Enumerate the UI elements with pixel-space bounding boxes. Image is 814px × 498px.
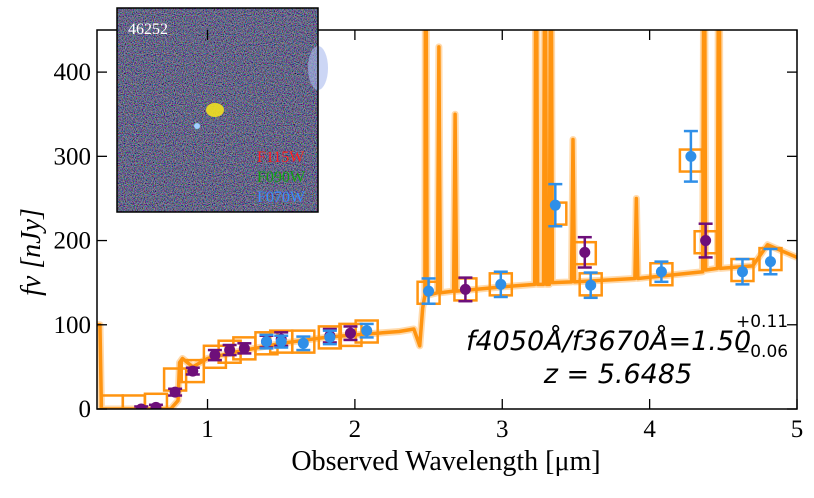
y-tick-label: 0	[79, 396, 92, 423]
x-tick-label: 2	[349, 416, 362, 443]
plot-area	[97, 30, 797, 409]
photometry-point	[224, 344, 236, 356]
y-tick-label: 400	[54, 59, 92, 86]
ratio-lower: −0.06	[736, 342, 788, 362]
photometry-point	[495, 278, 507, 290]
photometry-point	[169, 386, 181, 398]
model-photometry	[202, 344, 228, 370]
photometry-point	[275, 336, 287, 348]
photometry-point	[344, 327, 356, 339]
ratio-annotation: f4050Å/f3670Å=1.50	[466, 325, 751, 357]
photometry-point	[324, 331, 336, 343]
photometry-point	[459, 283, 471, 295]
ratio-upper: +0.11	[736, 312, 788, 332]
inset-galaxy	[206, 103, 224, 117]
x-tick-label: 3	[496, 416, 509, 443]
x-tick-label: 5	[791, 416, 804, 443]
photometry-point	[579, 246, 591, 258]
model-photometry	[338, 322, 363, 348]
y-axis-label: fν [nJy]	[16, 208, 47, 296]
photometry-point	[764, 256, 776, 268]
photometry-point	[700, 235, 712, 247]
inset-source	[194, 123, 200, 129]
inset-id: 46252	[128, 21, 168, 38]
model-photometry	[143, 392, 169, 409]
photometry-point	[655, 266, 667, 278]
photometry-point	[238, 342, 250, 354]
x-tick-label: 4	[643, 416, 656, 443]
y-tick-label: 300	[54, 143, 92, 170]
inset-image: 46252 F115W F090W F070W	[116, 7, 328, 213]
spectrum	[97, 30, 797, 409]
x-tick-label: 1	[201, 416, 214, 443]
redshift-annotation: z = 5.6485	[543, 359, 692, 390]
photometry-point	[187, 365, 199, 377]
model-photometry	[317, 325, 343, 350]
y-tick-label: 200	[54, 228, 92, 255]
photometry-point	[260, 336, 272, 348]
y-tick-label: 100	[54, 312, 92, 339]
filter-label: F070W	[257, 189, 306, 206]
photometry-point	[585, 279, 597, 291]
inset-frame	[116, 7, 319, 213]
model-photometry	[180, 358, 206, 384]
photometry-point	[423, 285, 435, 297]
filter-label: F115W	[257, 149, 305, 166]
x-axis-label: Observed Wavelength [μm]	[291, 446, 600, 477]
photometry-point	[135, 403, 147, 409]
photometry-point	[549, 199, 561, 211]
axes-frame	[96, 29, 798, 410]
filter-label: F090W	[257, 169, 306, 186]
photometry-point	[736, 266, 748, 278]
model-photometry	[291, 329, 316, 354]
photometry-point	[685, 150, 697, 162]
photometry-point	[297, 337, 309, 349]
photometry-point	[150, 401, 162, 409]
photometry-point	[209, 349, 221, 361]
photometry-point	[361, 325, 373, 337]
